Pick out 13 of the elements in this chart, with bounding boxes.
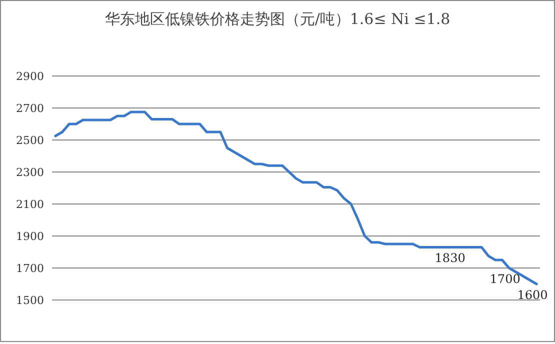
y-tick-label: 2100 (16, 198, 44, 211)
title: 华东地区低镍铁价格走势图（元/吨）1.6≤ Ni ≤1.8 (104, 10, 450, 28)
y-tick-label: 1500 (16, 294, 44, 307)
y-tick-label: 1900 (16, 230, 44, 243)
y-tick-label: 1700 (16, 262, 44, 275)
y-tick-label: 2300 (16, 166, 44, 179)
y-tick-label: 2500 (16, 134, 44, 147)
data-label: 1830 (434, 251, 466, 266)
y-tick-label: 2900 (16, 70, 44, 83)
data-label: 1600 (517, 288, 548, 302)
y-tick-label: 2700 (16, 102, 44, 115)
data-label: 1700 (490, 272, 520, 286)
line-series (54, 110, 538, 286)
